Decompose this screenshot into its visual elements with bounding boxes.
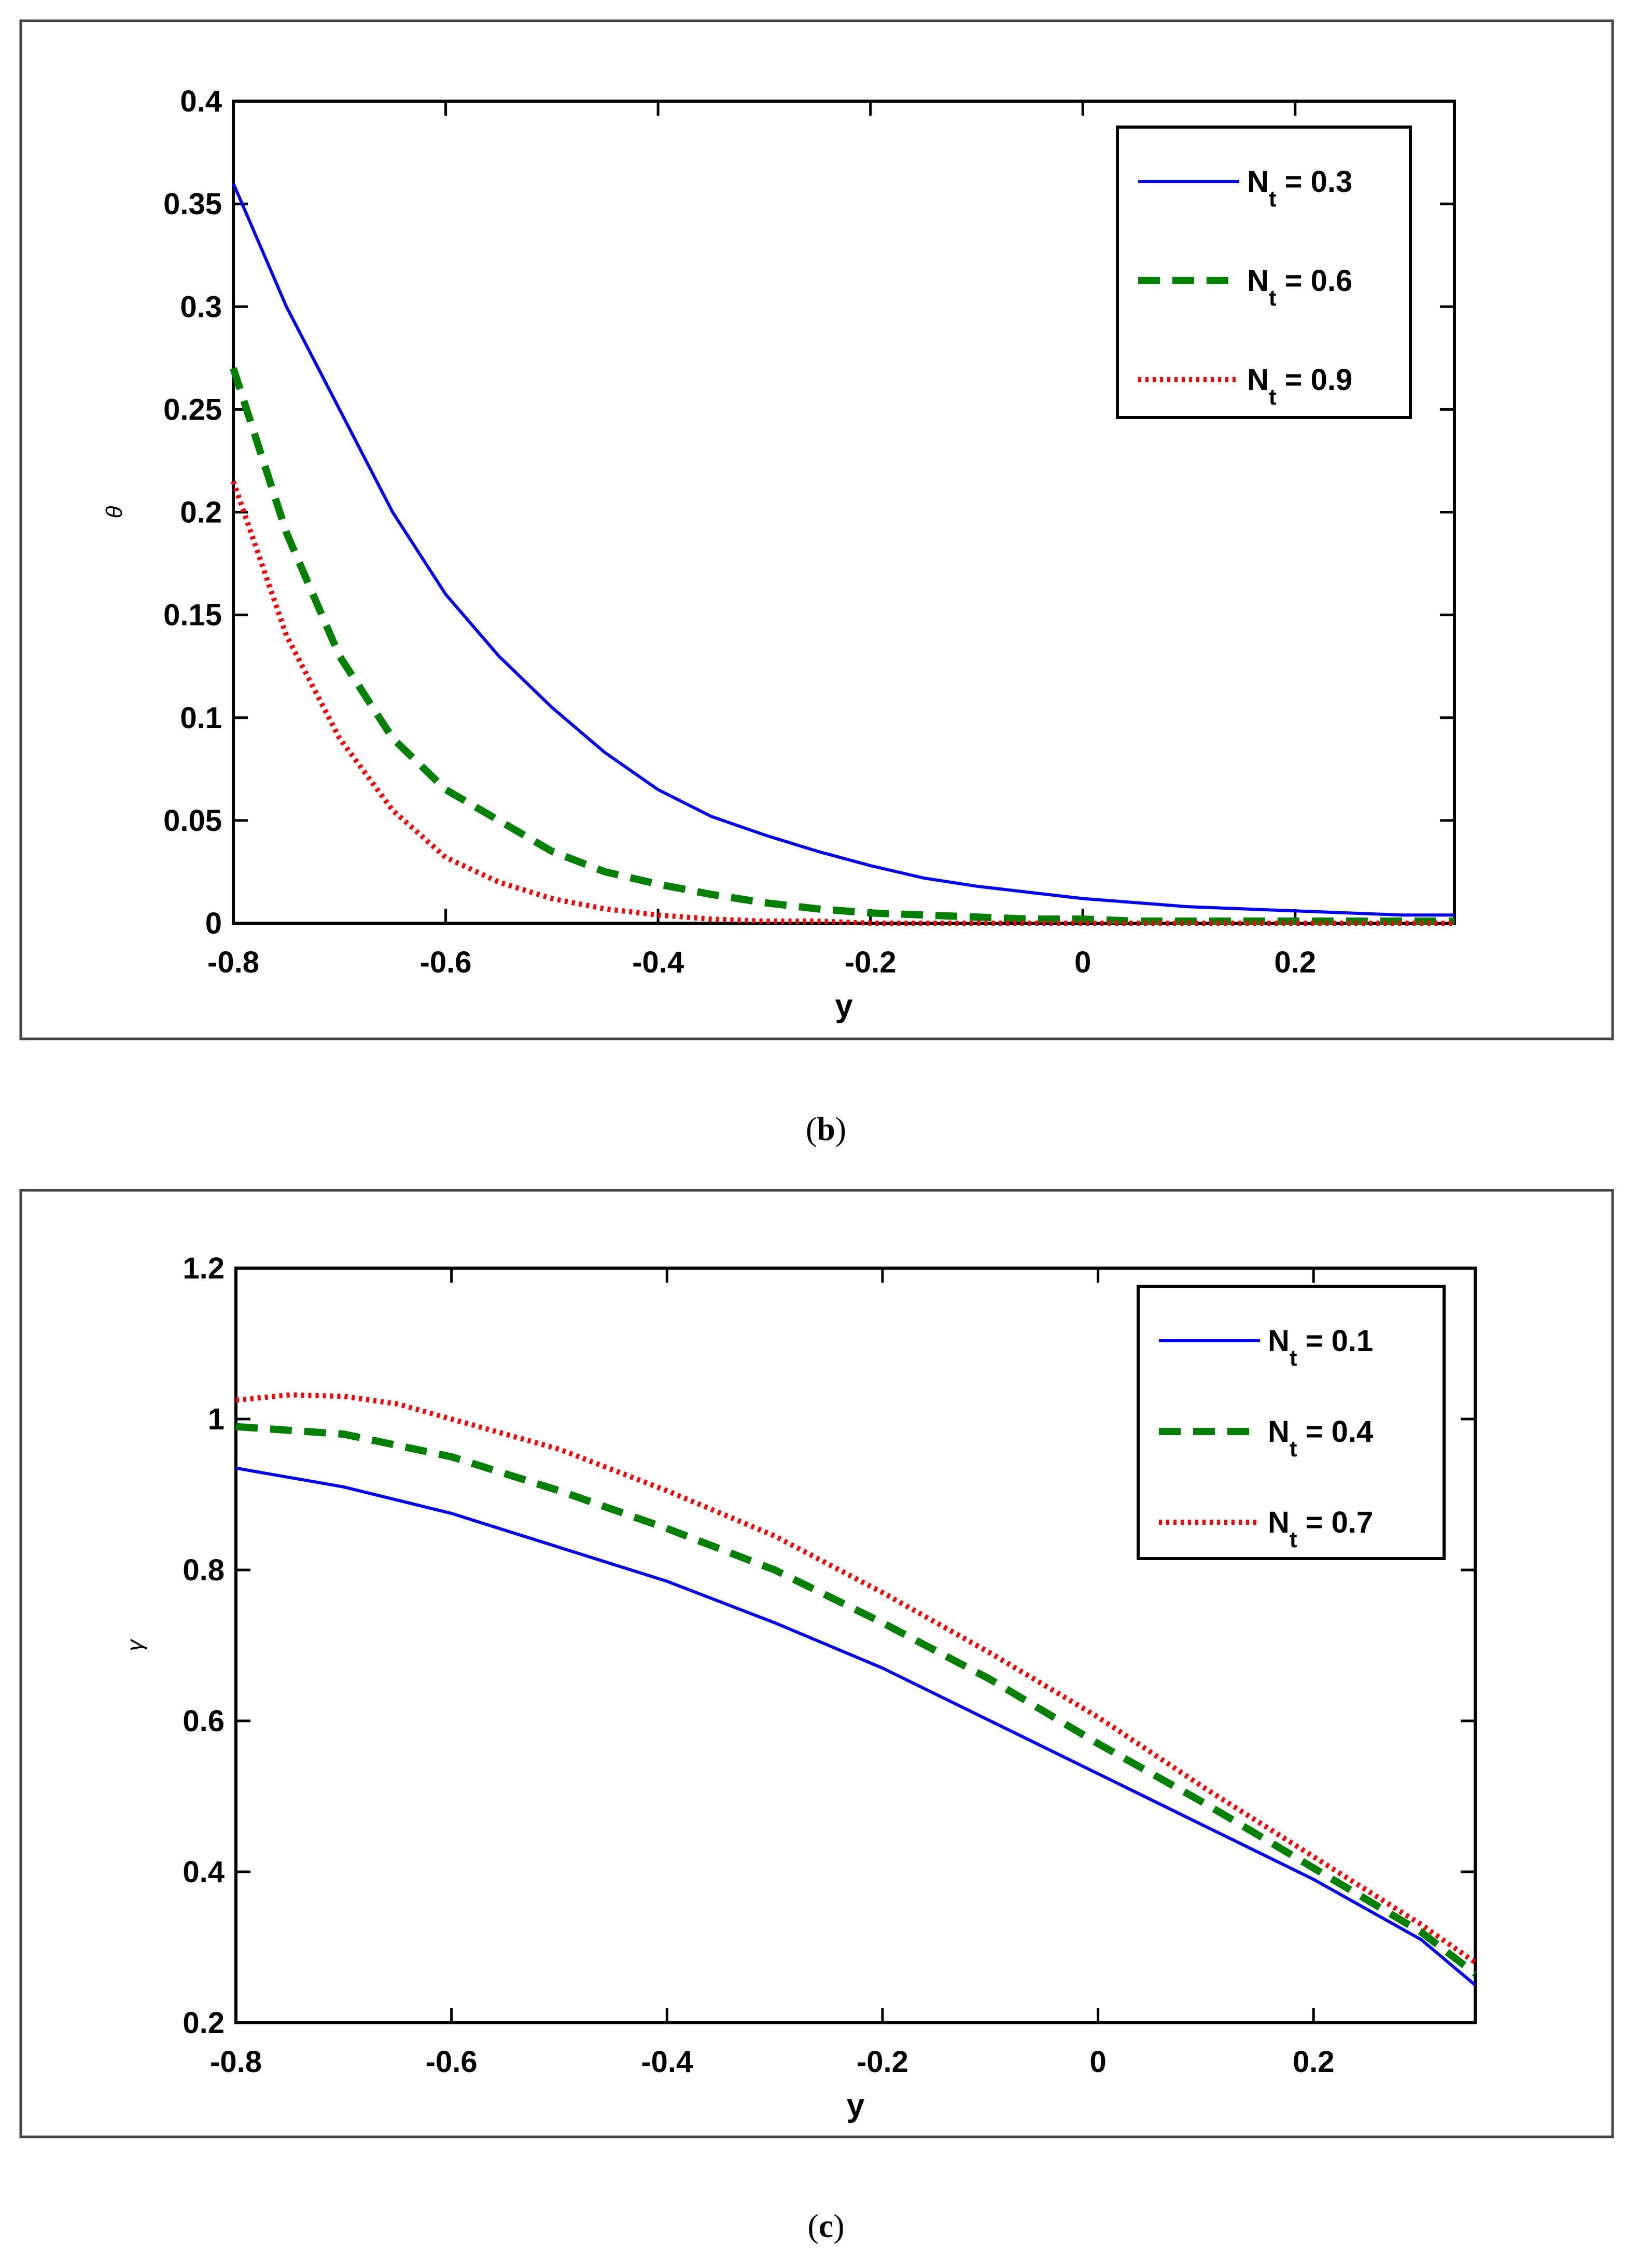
x-tick-label: -0.4 [632, 946, 684, 979]
legend-label-subscript: t [1269, 285, 1277, 311]
legend-label: Nt = 0.3 [1247, 165, 1352, 212]
y-tick-label: 0.4 [183, 1855, 225, 1889]
y-tick-label: 0.8 [183, 1553, 225, 1587]
x-tick-label: 0.2 [1293, 2045, 1335, 2079]
y-tick-label: 1 [208, 1402, 225, 1436]
y-tick-label: 0.05 [163, 804, 222, 838]
legend-label-value: = 0.6 [1277, 264, 1353, 298]
x-tick-label: 0.2 [1275, 946, 1317, 979]
x-tick-label: -0.6 [426, 2045, 478, 2079]
legend-label-subscript: t [1290, 1527, 1297, 1552]
legend-label-value: = 0.4 [1297, 1415, 1374, 1449]
x-axis-label: y [835, 988, 853, 1024]
panel-b: -0.8 -0.6 -0.4 -0.2 0 0.2 0 0.05 0.1 0.15 0.2 0.25 0… [19, 19, 1614, 1040]
legend-box [1116, 126, 1412, 419]
x-tick-label: 0 [1074, 946, 1091, 979]
y-tick-label: 0.2 [183, 2006, 225, 2040]
chart-c: -0.8 -0.6 -0.4 -0.2 0 0.2 0.2 0.4 0.6 0.8 1 1.2 y γ Nt… [122, 1252, 1478, 2123]
y-tick-label: 0.25 [163, 393, 222, 426]
series-line-3 [235, 1392, 1477, 1965]
legend-label: Nt = 0.6 [1247, 264, 1352, 311]
y-axis-label: γ [122, 1638, 148, 1651]
legend-label-value: = 0.9 [1277, 363, 1353, 397]
y-axis-label: θ [102, 506, 127, 518]
legend-label-subscript: t [1290, 1436, 1297, 1462]
caption-c: (c) [807, 2207, 845, 2244]
y-tick-label: 0 [205, 907, 222, 940]
legend-label-symbol: N [1247, 264, 1269, 298]
legend-label: Nt = 0.4 [1268, 1415, 1373, 1462]
legend-label-symbol: N [1247, 165, 1269, 199]
y-tick-label: 0.6 [183, 1704, 225, 1738]
legend-label-value: = 0.1 [1297, 1324, 1374, 1358]
legend-label-subscript: t [1290, 1345, 1297, 1371]
y-tick-label: 1.2 [183, 1252, 225, 1285]
y-tick-label: 0.35 [163, 187, 222, 221]
y-tick-label: 0.15 [163, 599, 222, 632]
caption-b-letter: b [817, 1110, 835, 1147]
legend-box [1137, 1285, 1446, 1560]
x-tick-label: -0.2 [857, 2045, 908, 2079]
series-line-1 [235, 1466, 1476, 1986]
caption-b: (b) [805, 1110, 847, 1147]
panel-c: -0.8 -0.6 -0.4 -0.2 0 0.2 0.2 0.4 0.6 0.8 1 1.2 y γ Nt… [19, 1189, 1614, 2138]
legend-label-value: = 0.3 [1277, 165, 1353, 199]
caption-c-letter: c [818, 2207, 834, 2244]
legend-label-symbol: N [1268, 1415, 1290, 1449]
x-tick-label: -0.2 [845, 946, 897, 979]
legend-label-subscript: t [1269, 384, 1277, 410]
y-tick-label: 0.3 [180, 290, 222, 324]
legend-label-symbol: N [1268, 1506, 1290, 1539]
legend-label-symbol: N [1268, 1324, 1290, 1358]
y-tick-label: 0.1 [180, 701, 222, 735]
x-tick-label: -0.4 [641, 2045, 693, 2079]
series-line-2 [230, 367, 1454, 925]
legend-label: Nt = 0.7 [1268, 1506, 1373, 1552]
legend-label-subscript: t [1269, 186, 1277, 212]
legend-label-value: = 0.7 [1297, 1506, 1374, 1539]
legend-label-symbol: N [1247, 363, 1269, 397]
x-tick-label: -0.6 [420, 946, 472, 979]
chart-b: -0.8 -0.6 -0.4 -0.2 0 0.2 0 0.05 0.1 0.15 0.2 0.25 0… [102, 85, 1456, 1024]
x-axis-label: y [847, 2088, 865, 2123]
y-tick-label: 0.4 [180, 85, 222, 118]
legend-label: Nt = 0.1 [1268, 1324, 1373, 1371]
series-line-2 [235, 1423, 1478, 1977]
series-line-1 [232, 183, 1454, 917]
x-tick-label: -0.8 [207, 946, 259, 979]
x-tick-label: -0.8 [210, 2045, 262, 2079]
legend-label: Nt = 0.9 [1247, 363, 1352, 410]
y-tick-label: 0.2 [180, 496, 222, 530]
x-tick-label: 0 [1089, 2045, 1106, 2079]
